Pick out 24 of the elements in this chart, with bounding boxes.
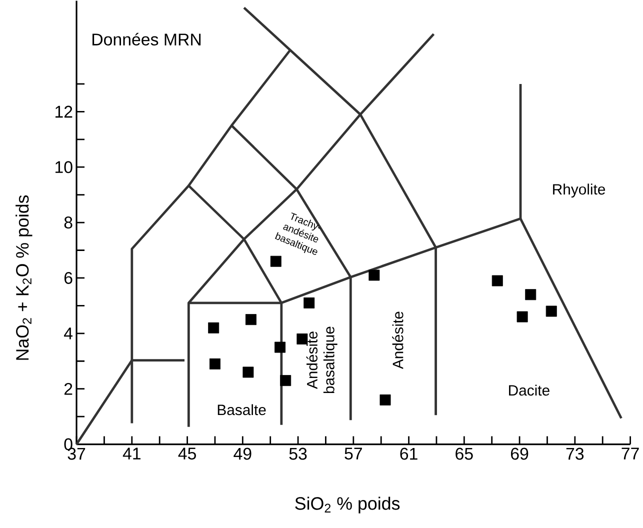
y-tick-label: 8 xyxy=(64,216,72,229)
x-tick-label: 69 xyxy=(511,448,528,460)
y-tick-label: 10 xyxy=(56,161,72,174)
y-tick-label: 4 xyxy=(64,328,73,340)
x-tick-label: 77 xyxy=(622,448,639,460)
annotation: Dacite xyxy=(509,384,550,396)
annotation: Andésite basaltique xyxy=(306,326,338,394)
y-axis-title: NaO$_{2}$ + K$_{2}$O % poids xyxy=(16,195,32,360)
text: Données MRN xyxy=(92,32,201,46)
x-tick-label: 53 xyxy=(289,448,307,460)
x-tick-label: 73 xyxy=(566,448,584,460)
x-tick-label: 57 xyxy=(344,448,362,460)
y-tick-label: 12 xyxy=(56,106,72,118)
x-tick-label: 49 xyxy=(234,448,252,460)
x-tick-label: 61 xyxy=(400,448,418,460)
x-tick-label: 41 xyxy=(122,448,140,460)
y-tick-label: 6 xyxy=(64,272,72,284)
x-tick-label: 65 xyxy=(456,448,473,460)
y-tick-label: 2 xyxy=(64,383,72,395)
x-tick-label: 45 xyxy=(178,448,196,460)
annotation: Basalte xyxy=(218,404,266,416)
annotation: Rhyolite xyxy=(553,184,606,198)
annotation: Andésite xyxy=(392,312,404,370)
x-axis-title: SiO$_{2}$ % poids xyxy=(295,496,400,514)
